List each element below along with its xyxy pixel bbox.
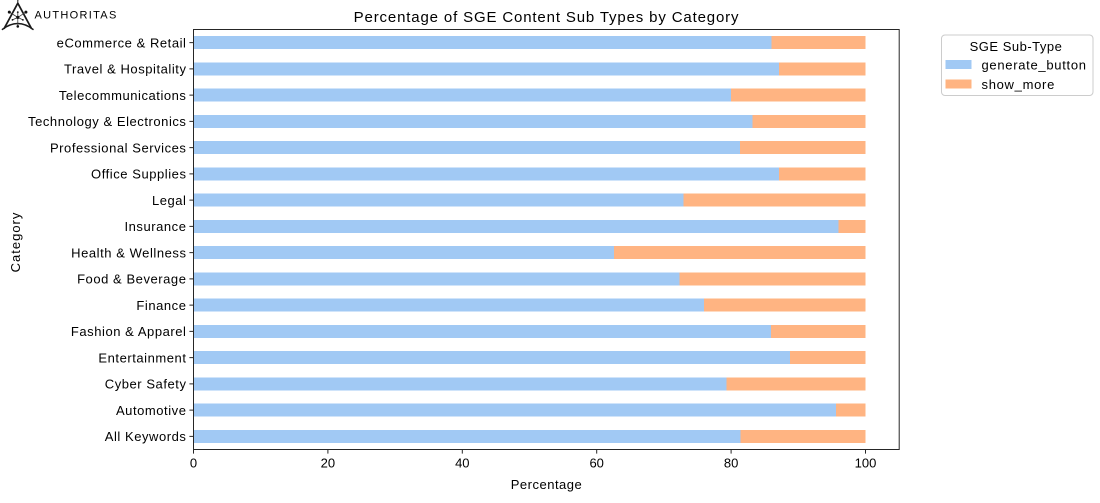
svg-text:0: 0 xyxy=(190,456,197,471)
svg-text:Cyber Safety: Cyber Safety xyxy=(105,377,187,392)
svg-text:Automotive: Automotive xyxy=(116,403,187,418)
svg-text:Telecommunications: Telecommunications xyxy=(59,88,187,103)
svg-text:Food & Beverage: Food & Beverage xyxy=(77,272,186,287)
svg-text:Category: Category xyxy=(8,212,23,273)
svg-text:SGE Sub-Type: SGE Sub-Type xyxy=(970,39,1063,54)
svg-text:Travel & Hospitality: Travel & Hospitality xyxy=(64,62,187,77)
svg-text:Fashion & Apparel: Fashion & Apparel xyxy=(71,324,187,339)
svg-text:show_more: show_more xyxy=(982,77,1056,92)
svg-text:eCommerce & Retail: eCommerce & Retail xyxy=(57,35,187,50)
svg-text:60: 60 xyxy=(589,456,603,471)
svg-text:All Keywords: All Keywords xyxy=(105,429,187,444)
svg-text:20: 20 xyxy=(321,456,335,471)
svg-text:Health & Wellness: Health & Wellness xyxy=(71,245,186,260)
svg-text:Percentage of SGE Content Sub: Percentage of SGE Content Sub Types by C… xyxy=(354,9,740,26)
svg-text:100: 100 xyxy=(855,456,877,471)
svg-text:80: 80 xyxy=(724,456,738,471)
svg-text:Finance: Finance xyxy=(136,298,186,313)
svg-text:Percentage: Percentage xyxy=(511,477,583,492)
svg-text:AUTHORITAS: AUTHORITAS xyxy=(35,10,118,22)
svg-text:Legal: Legal xyxy=(152,193,187,208)
svg-text:Insurance: Insurance xyxy=(124,219,186,234)
svg-text:Technology & Electronics: Technology & Electronics xyxy=(28,114,186,129)
svg-text:40: 40 xyxy=(455,456,469,471)
svg-text:Office Supplies: Office Supplies xyxy=(91,167,186,182)
svg-text:generate_button: generate_button xyxy=(982,57,1087,72)
svg-text:Professional Services: Professional Services xyxy=(50,140,187,155)
svg-text:Entertainment: Entertainment xyxy=(98,350,186,365)
